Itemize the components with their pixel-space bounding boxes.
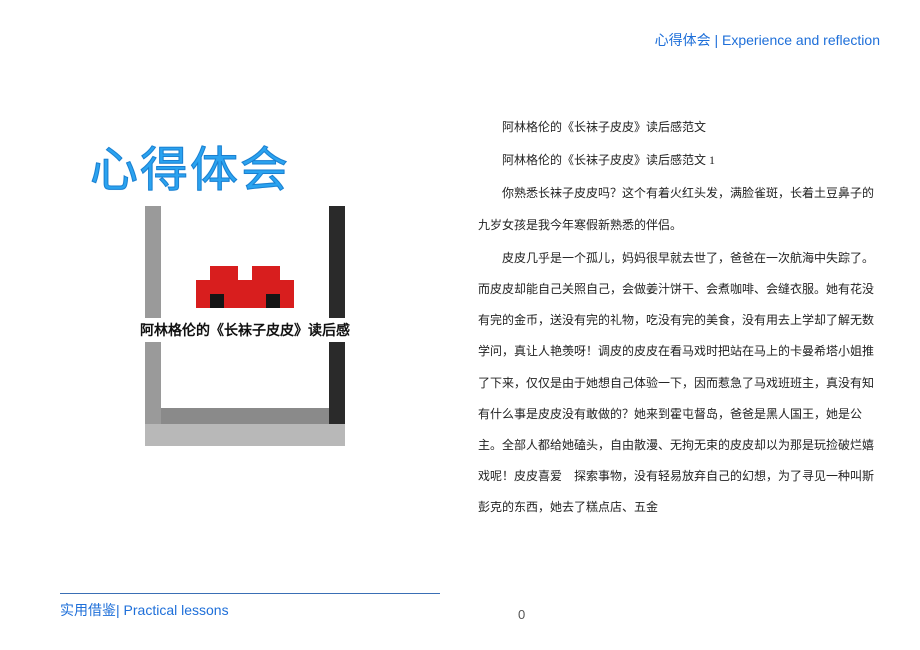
footer-cn: 实用借鉴	[60, 602, 116, 618]
page-number: 0	[518, 607, 525, 622]
logo-area: 心得体会 阿林格伦的《长袜子皮皮》读后感	[90, 130, 410, 446]
paragraph-4: 皮皮几乎是一个孤儿，妈妈很早就去世了，爸爸在一次航海中失踪了。而皮皮却能自己关照…	[478, 243, 878, 524]
header-en: Experience and reflection	[722, 32, 880, 48]
frame-bottom	[145, 424, 345, 446]
footer: 实用借鉴| Practical lessons 0	[60, 593, 860, 620]
frame-left	[145, 206, 161, 426]
footer-divider	[60, 593, 440, 594]
header-sep: |	[711, 32, 722, 48]
footer-sep: |	[116, 602, 124, 618]
logo-frame: 阿林格伦的《长袜子皮皮》读后感	[145, 206, 345, 446]
footer-en: Practical lessons	[124, 602, 229, 618]
frame-right	[329, 206, 345, 426]
paragraph-1: 阿林格伦的《长袜子皮皮》读后感范文	[478, 112, 878, 143]
header-cn: 心得体会	[655, 32, 711, 48]
logo-subtitle: 阿林格伦的《长袜子皮皮》读后感	[105, 318, 385, 342]
document-body: 阿林格伦的《长袜子皮皮》读后感范文 阿林格伦的《长袜子皮皮》读后感范文 1 你熟…	[478, 112, 878, 525]
paragraph-3: 你熟悉长袜子皮皮吗？这个有着火红头发，满脸雀斑，长着土豆鼻子的九岁女孩是我今年寒…	[478, 178, 878, 240]
header: 心得体会 | Experience and reflection	[655, 30, 880, 50]
logo-text: 心得体会	[90, 130, 410, 200]
pixel-icon	[196, 266, 294, 308]
paragraph-2: 阿林格伦的《长袜子皮皮》读后感范文 1	[478, 145, 878, 176]
frame-bottom-inner	[161, 408, 329, 424]
